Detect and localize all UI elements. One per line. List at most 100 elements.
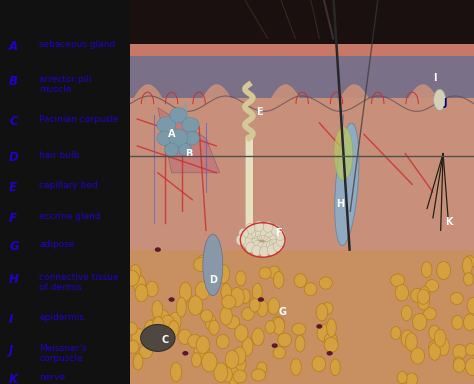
Ellipse shape xyxy=(153,317,164,333)
Circle shape xyxy=(254,221,264,232)
Text: F: F xyxy=(9,212,17,225)
Ellipse shape xyxy=(259,267,271,279)
Ellipse shape xyxy=(135,284,148,302)
Text: Pacinian corpusle: Pacinian corpusle xyxy=(39,115,118,124)
Circle shape xyxy=(266,240,276,251)
Ellipse shape xyxy=(170,129,187,147)
Polygon shape xyxy=(443,104,471,123)
Circle shape xyxy=(251,226,261,237)
Circle shape xyxy=(271,225,281,235)
Ellipse shape xyxy=(157,117,176,133)
Ellipse shape xyxy=(194,258,209,271)
Ellipse shape xyxy=(268,298,279,314)
Polygon shape xyxy=(218,104,246,123)
Ellipse shape xyxy=(464,256,474,268)
Ellipse shape xyxy=(233,370,246,383)
Ellipse shape xyxy=(168,297,175,302)
Ellipse shape xyxy=(240,289,250,304)
Circle shape xyxy=(252,230,262,241)
Ellipse shape xyxy=(401,305,412,321)
Ellipse shape xyxy=(178,329,191,344)
Circle shape xyxy=(273,241,283,252)
Ellipse shape xyxy=(273,347,286,359)
Ellipse shape xyxy=(429,343,440,360)
Ellipse shape xyxy=(148,318,164,331)
Ellipse shape xyxy=(273,271,284,288)
Ellipse shape xyxy=(438,338,449,356)
Ellipse shape xyxy=(397,371,407,384)
Circle shape xyxy=(258,225,267,236)
Ellipse shape xyxy=(327,319,336,337)
Ellipse shape xyxy=(139,345,153,359)
Ellipse shape xyxy=(421,262,432,278)
Circle shape xyxy=(275,230,285,241)
Ellipse shape xyxy=(147,329,159,344)
Circle shape xyxy=(246,228,255,239)
Bar xyxy=(130,0,474,46)
Bar xyxy=(130,250,474,384)
Text: hair bulb: hair bulb xyxy=(39,151,80,159)
Polygon shape xyxy=(158,108,219,173)
Ellipse shape xyxy=(322,323,334,335)
Ellipse shape xyxy=(465,343,474,356)
Text: C: C xyxy=(9,115,18,128)
Ellipse shape xyxy=(157,131,173,146)
Ellipse shape xyxy=(334,127,353,180)
Circle shape xyxy=(246,242,255,253)
Bar xyxy=(130,98,474,250)
Ellipse shape xyxy=(272,343,278,348)
Ellipse shape xyxy=(292,323,306,335)
Circle shape xyxy=(257,242,266,253)
Ellipse shape xyxy=(165,143,178,157)
Text: K: K xyxy=(9,373,18,384)
Text: E: E xyxy=(256,107,263,117)
Ellipse shape xyxy=(324,333,337,348)
Polygon shape xyxy=(359,104,386,123)
Ellipse shape xyxy=(252,283,262,300)
Ellipse shape xyxy=(129,265,141,281)
Text: Meissner's
corpuscle: Meissner's corpuscle xyxy=(39,344,87,363)
Circle shape xyxy=(243,233,252,243)
Ellipse shape xyxy=(124,270,139,286)
Text: eccrine gland: eccrine gland xyxy=(39,212,101,221)
Ellipse shape xyxy=(278,333,292,347)
Ellipse shape xyxy=(152,300,163,319)
Circle shape xyxy=(259,246,269,257)
Circle shape xyxy=(236,235,246,245)
Text: I: I xyxy=(433,73,436,83)
Ellipse shape xyxy=(201,352,217,372)
Ellipse shape xyxy=(434,89,446,111)
Ellipse shape xyxy=(406,373,418,384)
Ellipse shape xyxy=(322,303,333,314)
Ellipse shape xyxy=(250,298,260,312)
Ellipse shape xyxy=(464,273,474,286)
Polygon shape xyxy=(246,104,274,123)
Text: D: D xyxy=(209,275,217,285)
Text: nerve: nerve xyxy=(39,373,65,382)
Circle shape xyxy=(243,238,252,248)
Circle shape xyxy=(252,245,262,256)
Circle shape xyxy=(270,237,279,248)
Ellipse shape xyxy=(304,283,317,296)
Ellipse shape xyxy=(428,341,442,352)
Ellipse shape xyxy=(251,369,265,381)
Text: epidermis: epidermis xyxy=(39,313,84,322)
Ellipse shape xyxy=(227,367,240,384)
Ellipse shape xyxy=(324,338,338,353)
Ellipse shape xyxy=(220,307,232,325)
Ellipse shape xyxy=(214,363,228,382)
Ellipse shape xyxy=(168,321,179,337)
Text: B: B xyxy=(9,75,18,88)
Ellipse shape xyxy=(225,350,239,369)
Ellipse shape xyxy=(222,295,236,309)
Ellipse shape xyxy=(225,316,240,329)
Ellipse shape xyxy=(182,118,199,132)
Ellipse shape xyxy=(417,289,429,305)
Ellipse shape xyxy=(453,344,466,359)
Ellipse shape xyxy=(235,325,248,342)
Ellipse shape xyxy=(453,357,464,371)
Ellipse shape xyxy=(312,356,326,372)
Ellipse shape xyxy=(236,271,246,286)
Polygon shape xyxy=(190,104,218,123)
Circle shape xyxy=(248,235,258,246)
